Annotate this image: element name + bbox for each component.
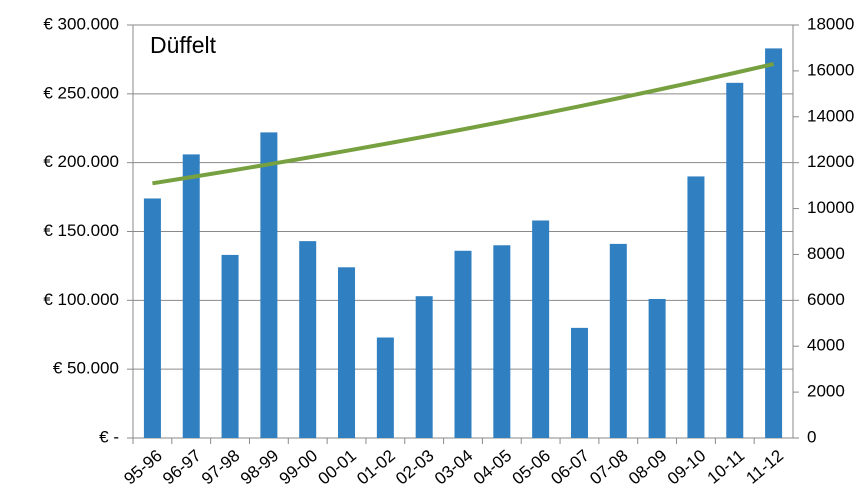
x-tick-label: 05-06	[509, 446, 555, 489]
y2-tick-label: 0	[807, 427, 816, 446]
bar	[687, 176, 705, 438]
bar	[376, 337, 394, 438]
x-tick-label: 08-09	[625, 446, 671, 489]
x-tick-label: 04-05	[470, 446, 516, 489]
y-tick-label: € 300.000	[43, 14, 119, 33]
x-tick-label: 06-07	[547, 446, 593, 489]
bar	[609, 243, 627, 438]
bar	[765, 48, 783, 439]
bar	[726, 82, 744, 438]
bar	[221, 254, 239, 438]
bar	[338, 267, 356, 438]
y-tick-label: € 200.000	[43, 152, 119, 171]
chart-title: Düffelt	[150, 32, 217, 58]
x-tick-label: 97-98	[198, 446, 244, 489]
bar	[143, 198, 161, 438]
bar	[493, 245, 511, 438]
y2-tick-label: 4000	[807, 336, 845, 355]
trend-line	[152, 62, 775, 186]
y-tick-label: € 100.000	[43, 290, 119, 309]
bar	[299, 241, 317, 438]
x-tick-label: 96-97	[159, 446, 205, 489]
x-tick-label: 00-01	[314, 446, 360, 489]
x-tick-label: 01-02	[353, 446, 399, 489]
y-tick-label: € 150.000	[43, 221, 119, 240]
x-tick-label: 09-10	[664, 446, 710, 489]
x-tick-label: 11-12	[742, 446, 787, 488]
x-tick-label: 95-96	[120, 446, 166, 489]
bar	[415, 296, 433, 438]
x-tick-label: 10-11	[704, 446, 749, 488]
y2-tick-label: 10000	[807, 198, 854, 217]
bar	[182, 154, 200, 438]
bar	[570, 327, 588, 438]
y-tick-label: € 50.000	[53, 359, 119, 378]
x-tick-label: 03-04	[431, 446, 477, 489]
y-tick-label: € 250.000	[43, 83, 119, 102]
y2-tick-label: 8000	[807, 244, 845, 263]
y2-tick-label: 18000	[807, 14, 854, 33]
x-tick-label: 99-00	[276, 446, 322, 489]
bar	[260, 132, 278, 438]
x-tick-label: 98-99	[237, 446, 283, 489]
y-tick-label: € -	[99, 427, 119, 446]
y2-tick-label: 16000	[807, 60, 854, 79]
y2-tick-label: 6000	[807, 290, 845, 309]
bar	[648, 298, 666, 438]
y2-tick-label: 12000	[807, 152, 854, 171]
x-tick-label: 02-03	[392, 446, 438, 489]
bar	[454, 250, 472, 438]
y2-tick-label: 14000	[807, 106, 854, 125]
bar	[532, 220, 550, 438]
y2-tick-label: 2000	[807, 382, 845, 401]
x-tick-label: 07-08	[586, 446, 632, 489]
